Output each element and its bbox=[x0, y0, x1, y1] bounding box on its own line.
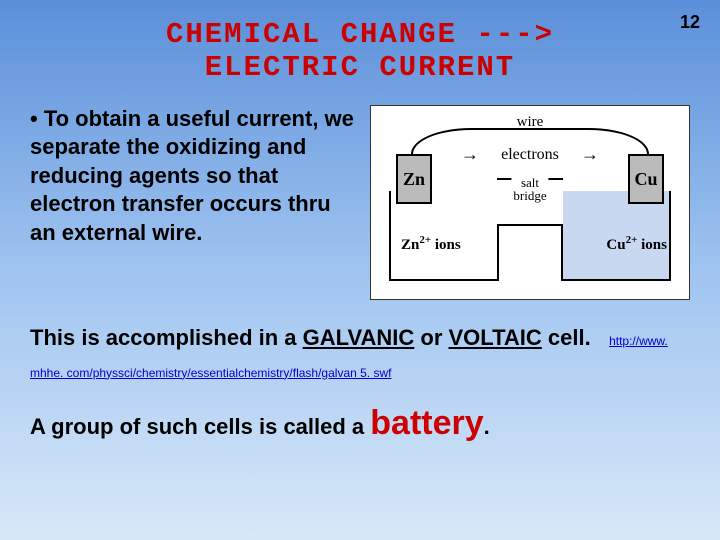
cu-electrode: Cu bbox=[628, 154, 664, 204]
zn-electrode: Zn bbox=[396, 154, 432, 204]
paragraph-1: This is accomplished in a GALVANIC or VO… bbox=[30, 322, 690, 386]
zn-ions-label: Zn2+ ions bbox=[401, 234, 461, 254]
arrow-icon: → bbox=[461, 144, 479, 165]
galvanic-cell-diagram: wire → electrons → salt bridge Zn Cu Zn2… bbox=[370, 105, 690, 300]
bottom-text: This is accomplished in a GALVANIC or VO… bbox=[0, 300, 720, 449]
paragraph-2: A group of such cells is called a batter… bbox=[30, 399, 690, 448]
content-row: • To obtain a useful current, we separat… bbox=[0, 85, 720, 300]
galvanic-term: GALVANIC bbox=[303, 325, 415, 350]
cu-ions-label: Cu2+ ions bbox=[606, 234, 667, 254]
title-line-2: ELECTRIC CURRENT bbox=[205, 51, 515, 84]
slide-title: CHEMICAL CHANGE ---> ELECTRIC CURRENT bbox=[0, 0, 720, 85]
voltaic-term: VOLTAIC bbox=[449, 325, 542, 350]
title-line-1: CHEMICAL CHANGE ---> bbox=[166, 18, 554, 51]
slide-number: 12 bbox=[680, 12, 700, 33]
bridge-text: bridge bbox=[513, 188, 546, 203]
bullet-text: • To obtain a useful current, we separat… bbox=[30, 105, 355, 248]
arrow-icon: → bbox=[581, 144, 599, 165]
battery-term: battery bbox=[370, 404, 483, 442]
electrons-label: electrons bbox=[501, 146, 559, 164]
salt-bridge-label: salt bridge bbox=[511, 174, 548, 204]
